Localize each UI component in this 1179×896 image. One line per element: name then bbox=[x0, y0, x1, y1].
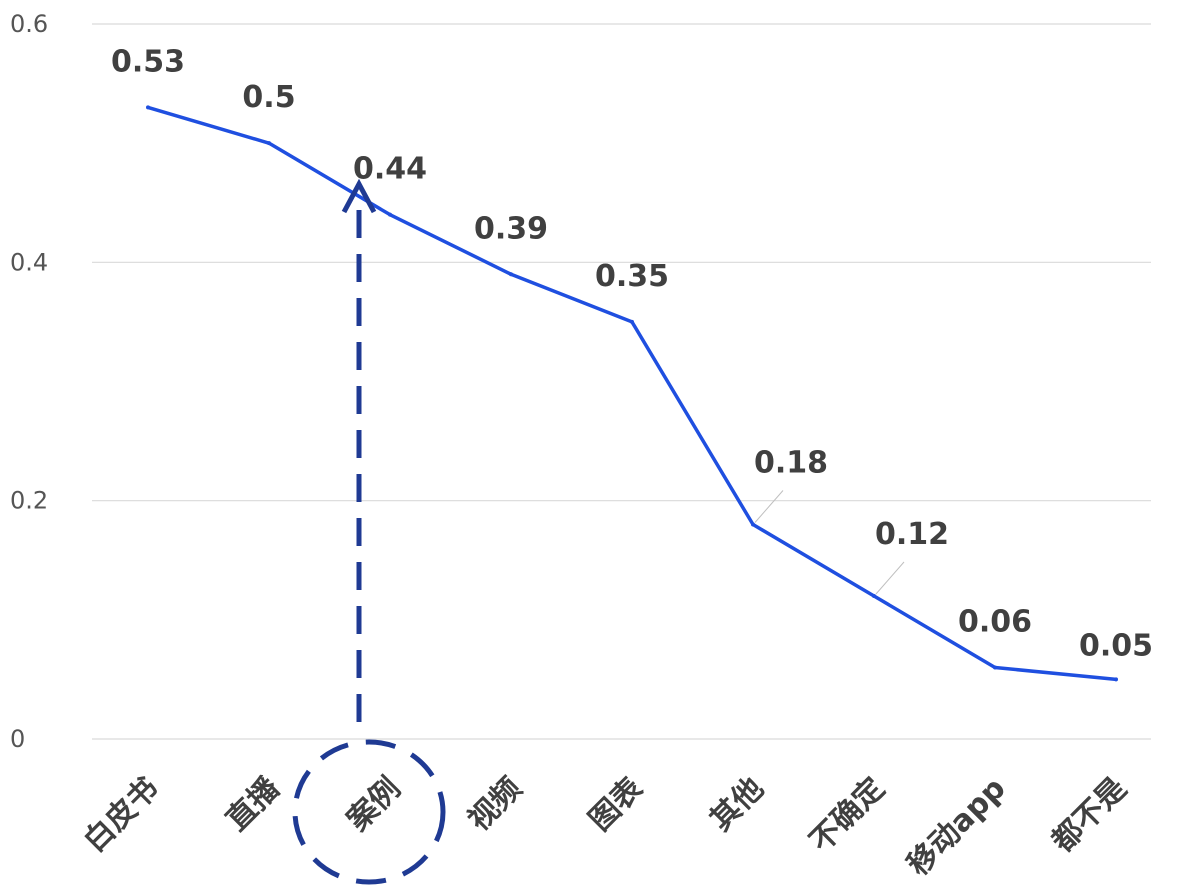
data-label: 0.53 bbox=[111, 44, 185, 79]
y-axis-tick-labels: 0 0.2 0.4 0.6 bbox=[10, 10, 48, 753]
data-point-6 bbox=[872, 594, 876, 598]
category-label: 图表 bbox=[582, 771, 649, 838]
data-label: 0.39 bbox=[474, 211, 548, 246]
data-label: 0.35 bbox=[595, 259, 669, 294]
data-label: 0.12 bbox=[875, 517, 949, 552]
data-point-4 bbox=[630, 319, 634, 324]
highlight-circle bbox=[292, 739, 446, 885]
data-point-2 bbox=[388, 212, 392, 217]
category-label: 不确定 bbox=[803, 771, 891, 859]
data-label: 0.44 bbox=[353, 152, 427, 187]
gridlines bbox=[92, 23, 1151, 740]
y-tick-label: 0.2 bbox=[10, 487, 48, 515]
category-label: 移动app bbox=[901, 771, 1013, 883]
data-point-7 bbox=[993, 665, 997, 670]
category-label: 其他 bbox=[703, 771, 770, 838]
category-label: 案例 bbox=[340, 771, 407, 838]
data-point-1 bbox=[267, 141, 271, 146]
data-label: 0.5 bbox=[242, 80, 295, 115]
data-label-leader bbox=[754, 490, 784, 523]
series-layer bbox=[146, 105, 1118, 682]
x-axis-category-labels: 白皮书 直播 案例 视频 图表 其他 不确定 移动app 都不是 bbox=[77, 770, 1133, 883]
y-tick-label: 0 bbox=[10, 725, 25, 753]
highlight-annotation bbox=[292, 178, 446, 885]
data-point-5 bbox=[751, 522, 755, 527]
data-label: 0.06 bbox=[958, 605, 1032, 640]
category-label: 白皮书 bbox=[77, 771, 165, 859]
data-point-0 bbox=[146, 105, 150, 110]
series-line bbox=[146, 105, 1118, 682]
y-tick-label: 0.6 bbox=[10, 10, 48, 38]
data-point-8 bbox=[1114, 677, 1118, 682]
data-point-3 bbox=[509, 272, 513, 277]
arrow-head bbox=[341, 178, 377, 214]
data-labels: 0.53 0.5 0.44 0.39 0.35 0.18 0.12 0.06 0.05 bbox=[111, 44, 1153, 663]
y-tick-label: 0.4 bbox=[10, 248, 48, 276]
data-label-leader bbox=[875, 561, 905, 595]
data-label: 0.18 bbox=[754, 446, 828, 481]
data-label: 0.05 bbox=[1079, 628, 1153, 663]
category-label: 都不是 bbox=[1045, 771, 1134, 860]
category-label: 直播 bbox=[219, 770, 287, 838]
category-label: 视频 bbox=[461, 771, 528, 838]
